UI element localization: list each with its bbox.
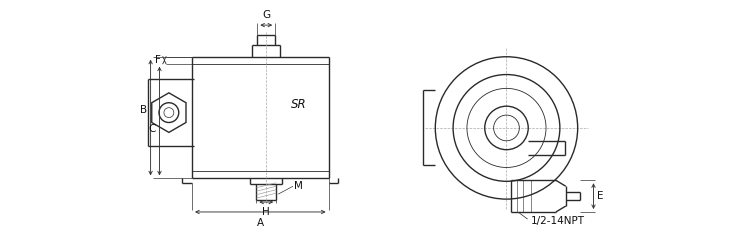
Text: B: B — [140, 105, 147, 115]
Text: SR: SR — [291, 98, 307, 111]
Text: H: H — [262, 207, 270, 217]
Text: F: F — [154, 55, 160, 65]
Text: C: C — [148, 124, 155, 134]
Text: M: M — [294, 181, 303, 191]
Text: G: G — [262, 10, 270, 20]
Text: E: E — [598, 191, 604, 201]
Text: A: A — [256, 218, 264, 228]
Text: 1/2-14NPT: 1/2-14NPT — [531, 216, 585, 226]
